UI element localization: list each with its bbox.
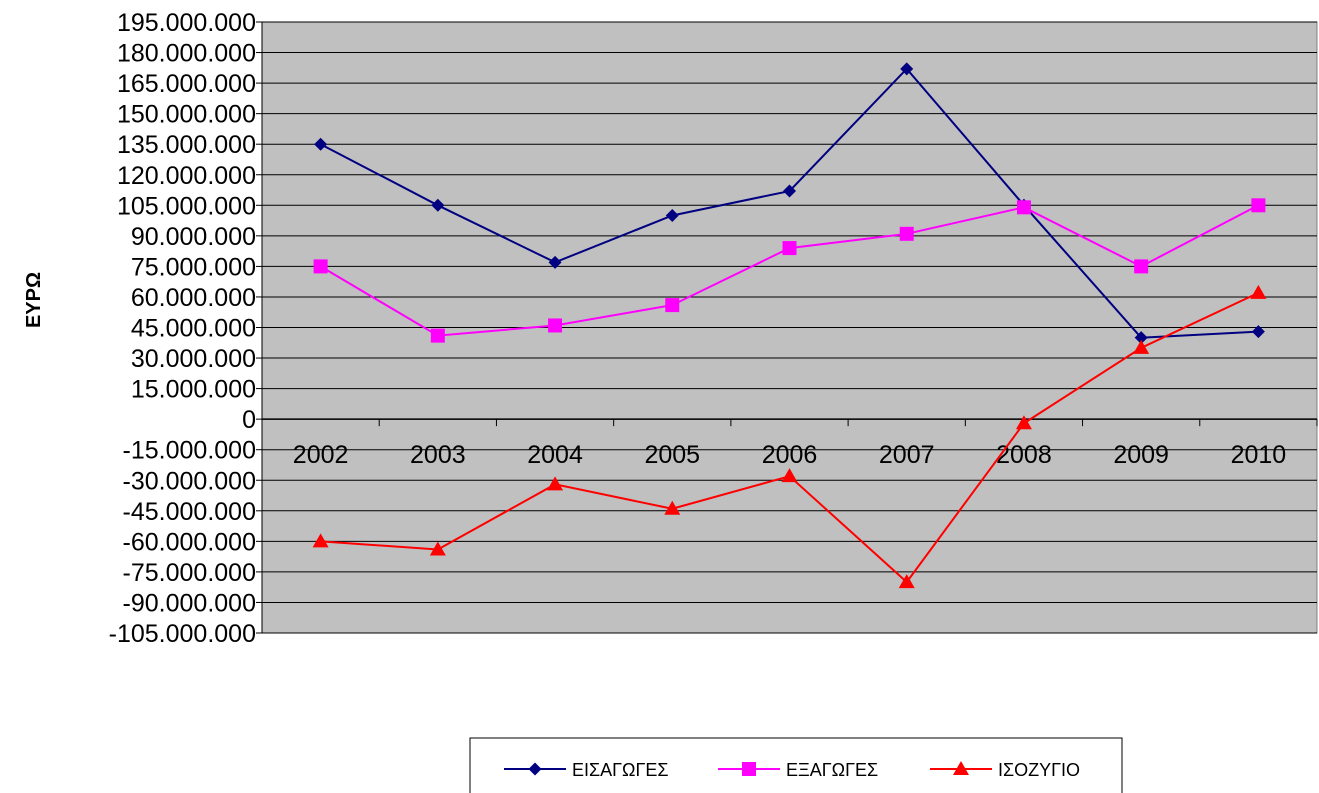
series-1-point xyxy=(431,198,445,212)
series-1-point xyxy=(900,62,914,76)
y-tick-label: -30.000.000 xyxy=(123,467,256,495)
series-2-point xyxy=(782,241,797,256)
series-2-point xyxy=(313,259,328,274)
x-tick-label: 2002 xyxy=(293,441,349,469)
series-1-point xyxy=(783,184,796,198)
x-tick-label: 2004 xyxy=(527,441,583,469)
y-tick-label: -60.000.000 xyxy=(123,528,256,556)
series-3-point xyxy=(429,541,446,556)
series-3-point xyxy=(1133,339,1150,354)
y-tick-label: 120.000.000 xyxy=(117,162,256,190)
y-tick-label: -105.000.000 xyxy=(109,620,256,648)
y-tick-label: 165.000.000 xyxy=(117,70,256,98)
series-1-point xyxy=(1134,331,1148,345)
y-tick-label: 135.000.000 xyxy=(117,131,256,159)
legend-label-2: ΕΞΑΓΩΓΕΣ xyxy=(786,760,878,780)
series-3-point xyxy=(547,476,564,491)
x-tick-label: 2006 xyxy=(762,441,818,469)
y-tick-label: 195.000.000 xyxy=(117,9,256,37)
series-2-point xyxy=(548,318,563,333)
y-tick-label: 45.000.000 xyxy=(131,315,256,343)
y-tick-label: -15.000.000 xyxy=(123,437,256,465)
legend-marker-3 xyxy=(953,761,969,775)
series-3-point xyxy=(781,468,798,483)
series-2-point xyxy=(665,298,680,313)
series-1-point xyxy=(665,208,679,222)
series-2-point xyxy=(1134,259,1149,274)
y-tick-label: 180.000.000 xyxy=(117,40,256,68)
y-tick-label: 90.000.000 xyxy=(131,223,256,251)
series-2-point xyxy=(1251,198,1266,213)
series-3-point xyxy=(1015,415,1032,430)
legend-marker-2 xyxy=(742,762,756,776)
series-1-point xyxy=(1251,325,1265,339)
legend-label-1: ΕΙΣΑΓΩΓΕΣ xyxy=(572,760,669,780)
y-tick-label: -75.000.000 xyxy=(123,559,256,587)
legend-marker-1 xyxy=(528,762,542,776)
series-3-point xyxy=(664,500,681,515)
y-axis-title: ΕΥΡΩ xyxy=(23,272,45,328)
legend: ΕΙΣΑΓΩΓΕΣ ΕΞΑΓΩΓΕΣ ΙΣΟΖΥΓΙΟ xyxy=(469,737,1123,793)
y-tick-label: 15.000.000 xyxy=(131,376,256,404)
series-2-point xyxy=(899,226,914,241)
y-tick-label: 60.000.000 xyxy=(131,284,256,312)
series-2-point xyxy=(1016,200,1031,215)
legend-box xyxy=(469,737,1123,793)
y-tick-label: 105.000.000 xyxy=(117,192,256,220)
y-tick-label: -45.000.000 xyxy=(123,498,256,526)
series-3-point xyxy=(1250,284,1267,299)
series-3-point xyxy=(312,533,329,548)
x-tick-label: 2009 xyxy=(1113,441,1169,469)
x-tick-label: 2008 xyxy=(996,441,1052,469)
series-3-point xyxy=(898,574,915,589)
y-tick-label: 75.000.000 xyxy=(131,253,256,281)
series-2-point xyxy=(430,328,445,343)
y-tick-label: -90.000.000 xyxy=(123,589,256,617)
series-1-point xyxy=(548,255,562,269)
x-tick-label: 2005 xyxy=(644,441,700,469)
x-tick-label: 2010 xyxy=(1231,441,1287,469)
x-tick-label: 2003 xyxy=(410,441,466,469)
legend-label-3: ΙΣΟΖΥΓΙΟ xyxy=(998,760,1080,780)
x-tick-label: 2007 xyxy=(879,441,935,469)
y-tick-label: 0 xyxy=(242,406,256,434)
y-tick-label: 30.000.000 xyxy=(131,345,256,373)
series-1-point xyxy=(314,137,328,151)
y-tick-label: 150.000.000 xyxy=(117,101,256,129)
